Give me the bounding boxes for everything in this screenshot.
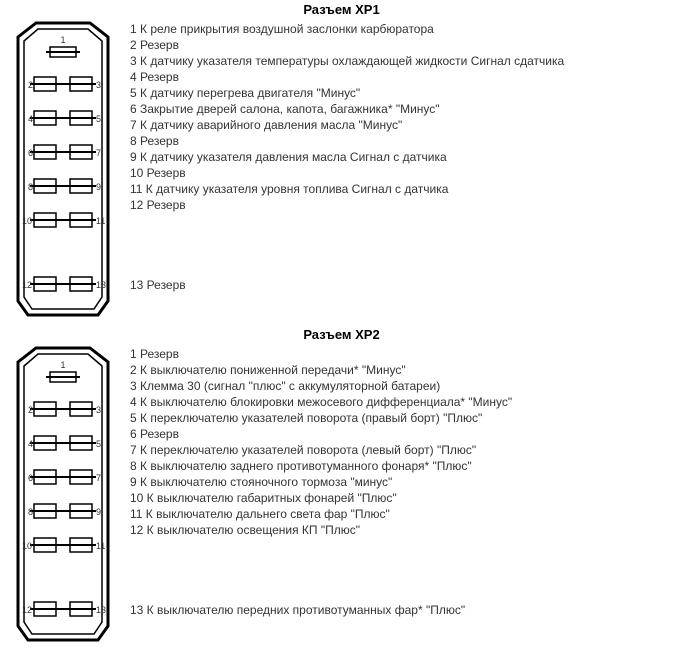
svg-text:10: 10 — [22, 541, 32, 551]
xp1-pin-11: 11 К датчику указателя уровня топлива Си… — [130, 181, 683, 197]
svg-text:5: 5 — [96, 114, 101, 124]
svg-text:8: 8 — [28, 507, 33, 517]
xp1-pin-7: 7 К датчику аварийного давления масла "М… — [130, 117, 683, 133]
xp1-pin-1: 1 К реле прикрытия воздушной заслонки ка… — [130, 21, 683, 37]
xp2-pin-12: 12 К выключателю освещения КП "Плюс" — [130, 522, 683, 538]
xp1-pin-3: 3 К датчику указателя температуры охлажд… — [130, 53, 683, 69]
svg-text:6: 6 — [28, 148, 33, 158]
svg-text:4: 4 — [28, 439, 33, 449]
xp2-pin-4: 4 К выключателю блокировки межосевого ди… — [130, 394, 683, 410]
svg-text:4: 4 — [28, 114, 33, 124]
xp2-title: Разъем ХР2 — [0, 327, 683, 342]
svg-text:9: 9 — [96, 182, 101, 192]
xp1-pin-9: 9 К датчику указателя давления масла Сиг… — [130, 149, 683, 165]
xp1-title: Разъем ХР1 — [0, 2, 683, 17]
svg-text:10: 10 — [22, 216, 32, 226]
xp2-pin-13: 13 К выключателю передних противотуманны… — [130, 602, 683, 618]
svg-text:13: 13 — [96, 605, 106, 615]
xp2-pin-5: 5 К переключателю указателей поворота (п… — [130, 410, 683, 426]
svg-text:7: 7 — [96, 473, 101, 483]
svg-text:3: 3 — [96, 405, 101, 415]
xp1-pin-13: 13 Резерв — [130, 277, 683, 293]
xp2-pin-8: 8 К выключателю заднего противотуманного… — [130, 458, 683, 474]
xp1-pin-8: 8 Резерв — [130, 133, 683, 149]
xp2-pin-9: 9 К выключателю стояночного тормоза "мин… — [130, 474, 683, 490]
xp1-pin-2: 2 Резерв — [130, 37, 683, 53]
xp2-pin-3: 3 Клемма 30 (сигнал "плюс" с аккумулятор… — [130, 378, 683, 394]
connector-xp1-svg: 1 2 3 — [8, 19, 118, 319]
xp2-text-col: 1 Резерв 2 К выключателю пониженной пере… — [130, 344, 683, 618]
svg-text:12: 12 — [22, 605, 32, 615]
svg-text:13: 13 — [96, 280, 106, 290]
svg-text:11: 11 — [96, 216, 105, 226]
xp2-pin-1: 1 Резерв — [130, 346, 683, 362]
svg-text:3: 3 — [96, 80, 101, 90]
svg-text:5: 5 — [96, 439, 101, 449]
svg-text:12: 12 — [22, 280, 32, 290]
svg-text:2: 2 — [28, 80, 33, 90]
xp1-pin-12: 12 Резерв — [130, 197, 683, 213]
xp2-pin-2: 2 К выключателю пониженной передачи* "Ми… — [130, 362, 683, 378]
xp2-diagram-col: 1 2 3 4 5 — [0, 344, 130, 644]
xp2-pin-10: 10 К выключателю габаритных фонарей "Плю… — [130, 490, 683, 506]
connector-xp2-svg: 1 2 3 4 5 — [8, 344, 118, 644]
xp1-diagram-col: 1 2 3 — [0, 19, 130, 319]
xp1-text-col: 1 К реле прикрытия воздушной заслонки ка… — [130, 19, 683, 293]
xp1-pin-5: 5 К датчику перегрева двигателя "Минус" — [130, 85, 683, 101]
xp2-gap — [130, 538, 683, 602]
svg-text:6: 6 — [28, 473, 33, 483]
xp1-pin-10: 10 Резерв — [130, 165, 683, 181]
xp1-pin-4: 4 Резерв — [130, 69, 683, 85]
xp2-pin-11: 11 К выключателю дальнего света фар "Плю… — [130, 506, 683, 522]
svg-text:11: 11 — [96, 541, 105, 551]
svg-text:2: 2 — [28, 405, 33, 415]
xp1-pin-6: 6 Закрытие дверей салона, капота, багажн… — [130, 101, 683, 117]
svg-text:8: 8 — [28, 182, 33, 192]
xp1-gap — [130, 213, 683, 277]
svg-text:1: 1 — [60, 35, 65, 45]
xp2-section: 1 2 3 4 5 — [0, 344, 683, 644]
svg-text:9: 9 — [96, 507, 101, 517]
xp1-section: 1 2 3 — [0, 19, 683, 319]
svg-text:1: 1 — [60, 360, 65, 370]
svg-text:7: 7 — [96, 148, 101, 158]
xp2-pin-6: 6 Резерв — [130, 426, 683, 442]
xp2-pin-7: 7 К переключателю указателей поворота (л… — [130, 442, 683, 458]
